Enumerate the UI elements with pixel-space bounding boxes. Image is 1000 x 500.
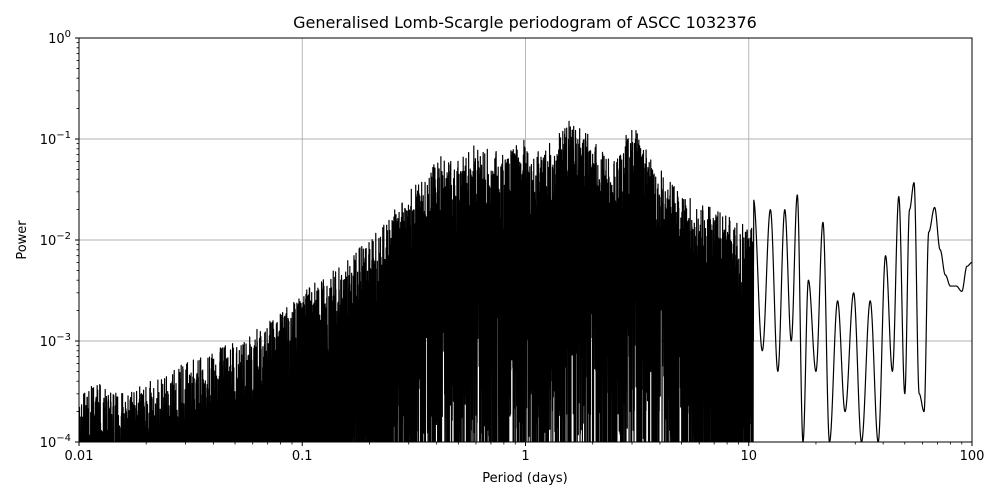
x-tick-label: 10 bbox=[740, 449, 757, 464]
y-tick-label: 10−4 bbox=[40, 433, 71, 451]
tick-layer: 0.01 0.1 1 10 100 10−4 10−3 10−2 10−1 100 bbox=[40, 29, 985, 464]
y-tick-label: 10−2 bbox=[40, 231, 71, 249]
y-tick-label: 10−3 bbox=[40, 332, 71, 350]
chart-title: Generalised Lomb-Scargle periodogram of … bbox=[293, 13, 757, 32]
y-axis-title: Power bbox=[15, 220, 30, 260]
y-tick-label: 100 bbox=[48, 29, 71, 47]
x-tick-label: 1 bbox=[521, 449, 529, 464]
periodogram-line bbox=[79, 120, 972, 442]
x-axis-title: Period (days) bbox=[482, 471, 568, 486]
x-tick-label: 0.01 bbox=[65, 449, 94, 464]
x-tick-label: 100 bbox=[960, 449, 985, 464]
data-layer bbox=[79, 120, 972, 442]
x-tick-label: 0.1 bbox=[292, 449, 313, 464]
y-tick-label: 10−1 bbox=[40, 130, 71, 148]
